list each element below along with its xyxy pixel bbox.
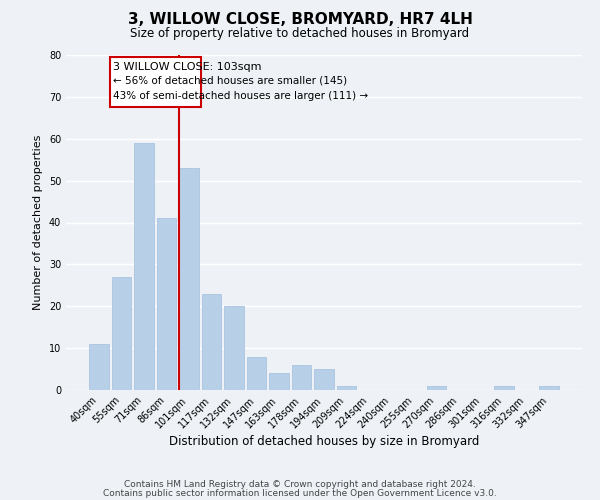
Y-axis label: Number of detached properties: Number of detached properties [33, 135, 43, 310]
Bar [539, 386, 559, 390]
Bar [427, 386, 446, 390]
Bar [202, 294, 221, 390]
Bar [247, 356, 266, 390]
Text: 43% of semi-detached houses are larger (111) →: 43% of semi-detached houses are larger (… [113, 90, 368, 101]
Bar [89, 344, 109, 390]
Text: Contains HM Land Registry data © Crown copyright and database right 2024.: Contains HM Land Registry data © Crown c… [124, 480, 476, 489]
Bar [224, 306, 244, 390]
Bar [157, 218, 176, 390]
Bar [134, 143, 154, 390]
Bar [269, 373, 289, 390]
Text: 3, WILLOW CLOSE, BROMYARD, HR7 4LH: 3, WILLOW CLOSE, BROMYARD, HR7 4LH [128, 12, 472, 28]
Text: ← 56% of detached houses are smaller (145): ← 56% of detached houses are smaller (14… [113, 76, 347, 86]
Text: Contains public sector information licensed under the Open Government Licence v3: Contains public sector information licen… [103, 488, 497, 498]
Bar [112, 277, 131, 390]
Bar [337, 386, 356, 390]
Text: Size of property relative to detached houses in Bromyard: Size of property relative to detached ho… [130, 28, 470, 40]
FancyBboxPatch shape [110, 57, 202, 108]
Bar [292, 365, 311, 390]
Bar [494, 386, 514, 390]
Text: 3 WILLOW CLOSE: 103sqm: 3 WILLOW CLOSE: 103sqm [113, 62, 261, 72]
Bar [314, 369, 334, 390]
X-axis label: Distribution of detached houses by size in Bromyard: Distribution of detached houses by size … [169, 436, 479, 448]
Bar [179, 168, 199, 390]
